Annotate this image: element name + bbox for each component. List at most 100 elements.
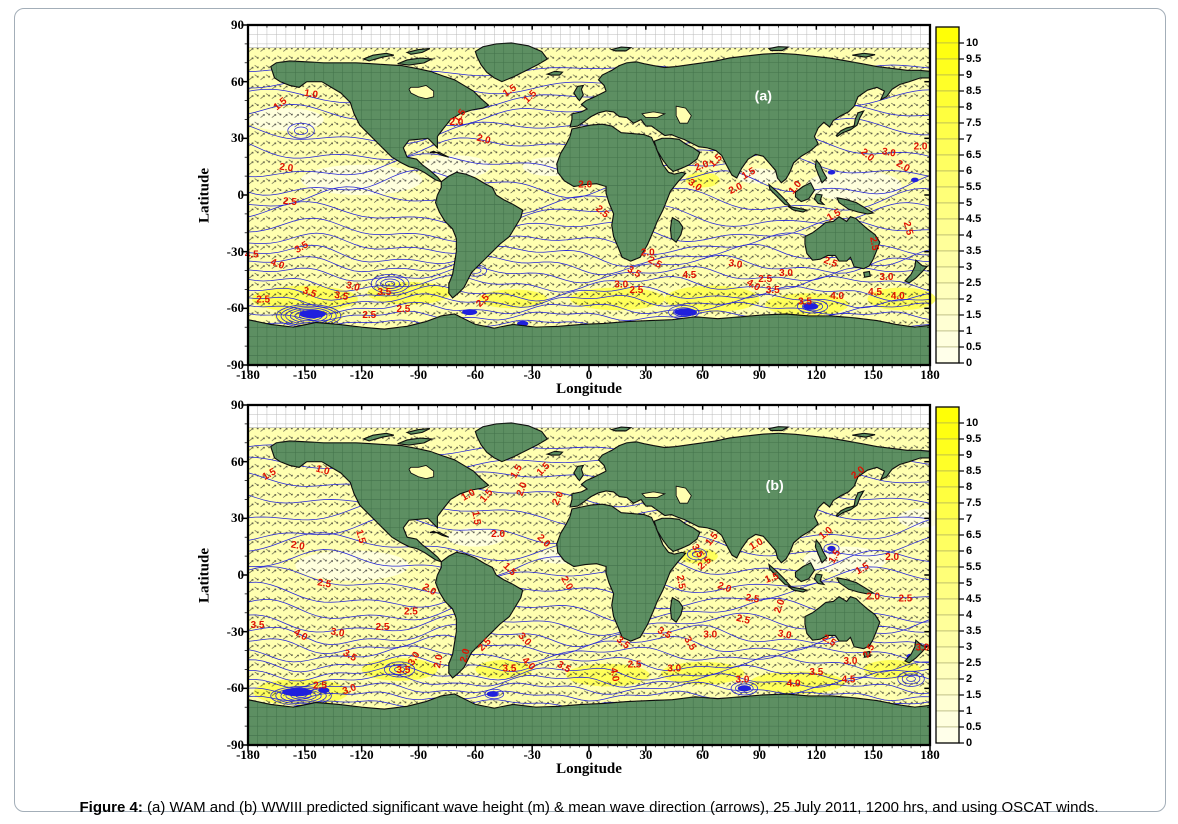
contour-label: 2.5 (822, 255, 839, 270)
contour-label: 2.0 (716, 580, 733, 595)
y-tick-label: 30 (231, 130, 244, 146)
colorbar-tick-label: 5 (966, 196, 973, 209)
contour-label: 2.5 (256, 295, 270, 306)
y-tick-label: 0 (237, 187, 245, 202)
contour-label: 3.5 (503, 663, 517, 674)
y-tick-label: 60 (231, 73, 244, 89)
colorbar-tick-label: 4.5 (966, 212, 982, 225)
colorbar-tick-label: 4 (966, 608, 973, 621)
figure-frame (14, 8, 1166, 812)
contour-label: 3.5 (251, 620, 265, 631)
panel-a-wam: Latitude 90 60 30 0 -30 -60 -90 1.5 1.0 1.5 1.5 2.… (0, 0, 1178, 400)
contour-label: 2.0 (578, 179, 592, 190)
contour-label: 3.0 (341, 682, 358, 697)
colorbar-tick-label: 10 (966, 416, 979, 429)
x-tick-label: 120 (806, 747, 827, 762)
x-tick-label: -120 (349, 367, 374, 382)
panel-b-wwiii: Latitude 90 60 30 0 -30 -60 -90 1.5 1.0 1.5 1.5 1.… (0, 380, 1178, 780)
y-tick-label: 60 (231, 453, 244, 469)
contour-label: 3.0 (881, 146, 897, 159)
contour-label: 2.5 (376, 622, 390, 633)
colorbar-tick-label: 0.5 (966, 340, 982, 353)
colorbar-tick-label: 3.5 (966, 244, 982, 257)
contour-label: 4.0 (891, 291, 905, 302)
contour-label: 1.5 (353, 529, 367, 546)
colorbar-tick-label: 1 (966, 324, 973, 337)
contour-label: 3.0 (330, 626, 346, 639)
colorbar-tick-label: 8.5 (966, 84, 982, 97)
x-tick-label: 60 (696, 747, 710, 762)
contour-label: 4.0 (608, 667, 621, 683)
contour-label: 2.0 (279, 162, 295, 175)
contour-label: 2.5 (735, 613, 752, 627)
x-tick-label: 120 (806, 367, 827, 382)
colorbar-tick-label: 0 (966, 736, 973, 749)
x-tick-label: -180 (236, 367, 260, 382)
y-tick-label: -60 (226, 300, 244, 316)
contour-label: 3.5 (334, 290, 350, 303)
contour-label: 2.0 (449, 117, 463, 128)
contour-label: 2.5 (396, 304, 410, 315)
colorbar-tick-label: 9.5 (966, 432, 982, 445)
contour-label: 3.0 (728, 258, 744, 271)
colorbar-tick-label: 4 (966, 228, 973, 241)
contour-label: 2.0 (693, 159, 710, 174)
x-tick-label: 90 (753, 367, 766, 382)
contour-label: 2.0 (290, 539, 306, 552)
x-tick-label: 60 (696, 367, 710, 382)
contour-label: 2.0 (914, 142, 928, 153)
contour-label: 3.0 (736, 675, 750, 686)
colorbar-tick-label: 2 (966, 672, 973, 685)
x-tick-label: -90 (409, 747, 428, 762)
panel-letter: (b) (766, 478, 784, 494)
x-tick-label: 0 (585, 747, 593, 762)
x-tick-label: -90 (409, 367, 428, 382)
colorbar-tick-label: 6.5 (966, 528, 982, 541)
contour-label: 1.5 (764, 571, 781, 586)
x-axis-title: Longitude (556, 381, 622, 397)
colorbar-tick-label: 2.5 (966, 276, 982, 289)
x-tick-label: -30 (523, 367, 541, 382)
y-tick-label: -30 (226, 243, 244, 259)
contour-label: 2.5 (316, 577, 332, 590)
colorbar-tick-label: 1 (966, 704, 973, 717)
contour-label: 2.5 (758, 274, 772, 285)
colorbar-tick-label: 7.5 (966, 116, 982, 129)
colorbar-tick-label: 4.5 (966, 592, 982, 605)
x-tick-label: 180 (920, 747, 940, 762)
contour-label: 2.0 (641, 247, 655, 258)
figure-caption: Figure 4: (a) WAM and (b) WWIII predicte… (24, 799, 1154, 816)
colorbar-tick-label: 2 (966, 292, 973, 305)
wave-height-map-b: 1.5 1.0 1.5 1.51.0 1.5 2.02.01.52.0 2.01.52.02… (241, 403, 944, 752)
contour-label: 2.5 (674, 574, 687, 590)
colorbar-tick-label: 7 (966, 512, 973, 525)
contour-label: 4.5 (868, 287, 882, 298)
colorbar-tick-label: 9 (966, 448, 973, 461)
contour-label: 2.0 (491, 529, 505, 540)
contour-label: 2.5 (867, 236, 880, 252)
contour-label: 3.0 (880, 272, 894, 283)
colorbar-b: 10 9.5 9 8.5 8 7.5 7 6.5 6 5.5 5 4.5 4 3.5 3 2.5 2 1.5 1 0.… (935, 405, 1014, 751)
x-tick-label: -150 (292, 747, 317, 762)
colorbar-tick-label: 7 (966, 132, 973, 145)
colorbar-tick-label: 6 (966, 164, 973, 177)
colorbar-tick-label: 9 (966, 68, 973, 81)
colorbar-tick-label: 2.5 (966, 656, 982, 669)
x-tick-label: -120 (349, 747, 374, 762)
contour-label: 3.5 (809, 667, 823, 678)
y-tick-label: -60 (226, 680, 244, 696)
y-tick-label: 90 (231, 17, 244, 32)
colorbar-tick-label: 3 (966, 640, 973, 653)
contour-label: 2.0 (432, 653, 445, 669)
contour-label: 3.0 (777, 628, 793, 641)
x-axis-title: Longitude (556, 761, 622, 777)
colorbar-tick-label: 9.5 (966, 52, 982, 65)
contour-label: 3.5 (396, 665, 410, 676)
contour-label: 2.5 (628, 660, 642, 671)
contour-label: 1.5 (469, 510, 482, 526)
contour-label: 2.0 (515, 480, 530, 497)
x-tick-label: -180 (236, 747, 260, 762)
colorbar-tick-label: 6 (966, 544, 973, 557)
colorbar-tick-label: 10 (966, 36, 979, 49)
